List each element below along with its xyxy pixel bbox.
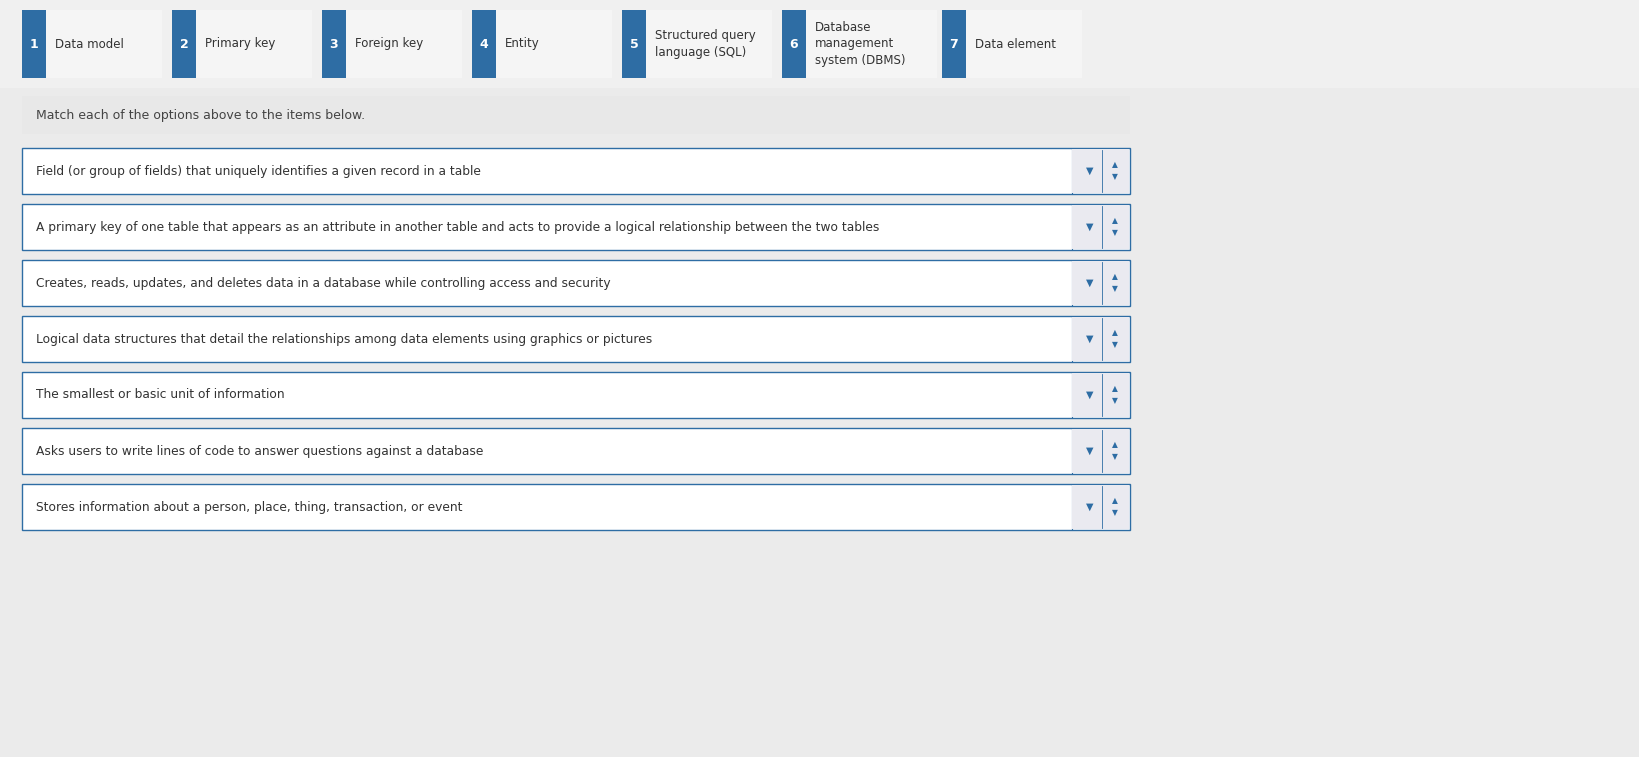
FancyBboxPatch shape [472,10,611,78]
FancyBboxPatch shape [782,10,936,78]
Text: Data model: Data model [56,38,125,51]
Text: ▼: ▼ [1111,285,1118,294]
Text: ▲: ▲ [1111,329,1118,338]
FancyBboxPatch shape [1072,261,1128,305]
FancyBboxPatch shape [21,484,1129,530]
Text: ▼: ▼ [1111,397,1118,406]
Text: 2: 2 [180,38,188,51]
Text: ▼: ▼ [1111,453,1118,462]
FancyBboxPatch shape [0,0,1639,88]
FancyBboxPatch shape [21,428,1129,474]
Text: 7: 7 [949,38,957,51]
FancyBboxPatch shape [21,96,1129,134]
Text: ▼: ▼ [1085,446,1093,456]
Text: Stores information about a person, place, thing, transaction, or event: Stores information about a person, place… [36,500,462,513]
Text: Logical data structures that detail the relationships among data elements using : Logical data structures that detail the … [36,332,652,345]
Text: ▲: ▲ [1111,160,1118,170]
Text: ▲: ▲ [1111,385,1118,394]
Text: Match each of the options above to the items below.: Match each of the options above to the i… [36,108,365,122]
Text: Field (or group of fields) that uniquely identifies a given record in a table: Field (or group of fields) that uniquely… [36,164,480,177]
Text: Entity: Entity [505,38,539,51]
Text: ▼: ▼ [1085,334,1093,344]
Text: ▼: ▼ [1111,173,1118,182]
Text: 6: 6 [790,38,798,51]
FancyBboxPatch shape [21,148,1129,194]
Text: Asks users to write lines of code to answer questions against a database: Asks users to write lines of code to ans… [36,444,484,457]
Text: ▼: ▼ [1111,341,1118,350]
FancyBboxPatch shape [782,10,805,78]
FancyBboxPatch shape [21,260,1129,306]
Text: Data element: Data element [975,38,1056,51]
Text: ▲: ▲ [1111,441,1118,450]
FancyBboxPatch shape [941,10,1082,78]
FancyBboxPatch shape [21,10,162,78]
Text: 3: 3 [329,38,338,51]
Text: ▲: ▲ [1111,273,1118,282]
FancyBboxPatch shape [172,10,197,78]
FancyBboxPatch shape [621,10,646,78]
Text: ▲: ▲ [1111,497,1118,506]
Text: Database
management
system (DBMS): Database management system (DBMS) [815,21,905,67]
Text: Creates, reads, updates, and deletes data in a database while controlling access: Creates, reads, updates, and deletes dat… [36,276,610,289]
FancyBboxPatch shape [21,204,1129,250]
Text: 5: 5 [629,38,638,51]
FancyBboxPatch shape [1072,205,1128,249]
Text: A primary key of one table that appears as an attribute in another table and act: A primary key of one table that appears … [36,220,879,233]
FancyBboxPatch shape [472,10,495,78]
Text: 4: 4 [479,38,488,51]
FancyBboxPatch shape [21,372,1129,418]
FancyBboxPatch shape [21,316,1129,362]
Text: ▼: ▼ [1085,222,1093,232]
Text: The smallest or basic unit of information: The smallest or basic unit of informatio… [36,388,285,401]
FancyBboxPatch shape [1072,149,1128,193]
FancyBboxPatch shape [21,10,46,78]
FancyBboxPatch shape [1072,485,1128,529]
FancyBboxPatch shape [1072,317,1128,361]
Text: ▼: ▼ [1085,278,1093,288]
Text: ▼: ▼ [1111,229,1118,238]
Text: Foreign key: Foreign key [354,38,423,51]
FancyBboxPatch shape [1072,373,1128,417]
Text: ▼: ▼ [1085,502,1093,512]
Text: 1: 1 [30,38,38,51]
FancyBboxPatch shape [941,10,965,78]
Text: Structured query
language (SQL): Structured query language (SQL) [654,30,756,59]
FancyBboxPatch shape [1072,429,1128,473]
Text: ▲: ▲ [1111,217,1118,226]
Text: ▼: ▼ [1085,390,1093,400]
Text: Primary key: Primary key [205,38,275,51]
Text: ▼: ▼ [1111,509,1118,518]
FancyBboxPatch shape [621,10,772,78]
FancyBboxPatch shape [321,10,346,78]
FancyBboxPatch shape [321,10,462,78]
FancyBboxPatch shape [172,10,311,78]
Text: ▼: ▼ [1085,166,1093,176]
